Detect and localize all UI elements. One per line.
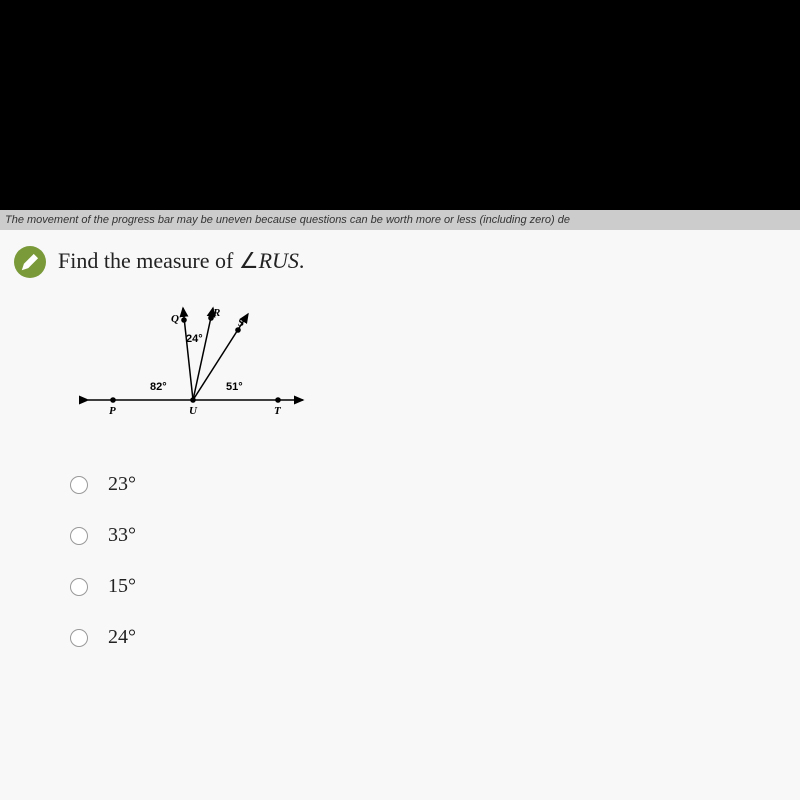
option-d-label: 24°	[108, 626, 136, 649]
svg-text:S: S	[238, 317, 244, 329]
radio-b[interactable]	[70, 527, 88, 545]
option-b-label: 33°	[108, 524, 136, 547]
svg-text:51°: 51°	[226, 381, 243, 393]
question-punct: .	[299, 248, 305, 273]
option-d[interactable]: 24°	[70, 626, 782, 649]
radio-a[interactable]	[70, 476, 88, 494]
progress-hint-strip: The movement of the progress bar may be …	[0, 210, 800, 230]
angle-symbol: ∠	[239, 248, 259, 273]
black-top-region	[0, 0, 800, 210]
svg-text:R: R	[212, 307, 220, 319]
svg-text:T: T	[274, 405, 282, 417]
content-area: Find the measure of ∠RUS. Q R S P T U 24° 82° 51…	[0, 230, 800, 800]
angle-diagram: Q R S P T U 24° 82° 51°	[78, 290, 782, 445]
svg-text:Q: Q	[171, 313, 179, 325]
question-prefix: Find the measure of	[58, 248, 239, 273]
option-c-label: 15°	[108, 575, 136, 598]
option-a-label: 23°	[108, 473, 136, 496]
radio-c[interactable]	[70, 578, 88, 596]
svg-text:82°: 82°	[150, 381, 167, 393]
angle-name: RUS	[259, 248, 299, 273]
question-text: Find the measure of ∠RUS.	[58, 248, 782, 274]
svg-text:24°: 24°	[186, 333, 203, 345]
svg-text:U: U	[189, 405, 198, 417]
radio-d[interactable]	[70, 629, 88, 647]
svg-text:P: P	[109, 405, 116, 417]
options-list: 23° 33° 15° 24°	[70, 473, 782, 649]
option-b[interactable]: 33°	[70, 524, 782, 547]
option-a[interactable]: 23°	[70, 473, 782, 496]
hint-text: The movement of the progress bar may be …	[5, 214, 570, 226]
option-c[interactable]: 15°	[70, 575, 782, 598]
pencil-icon	[14, 246, 46, 278]
diagram-svg: Q R S P T U 24° 82° 51°	[78, 290, 318, 440]
